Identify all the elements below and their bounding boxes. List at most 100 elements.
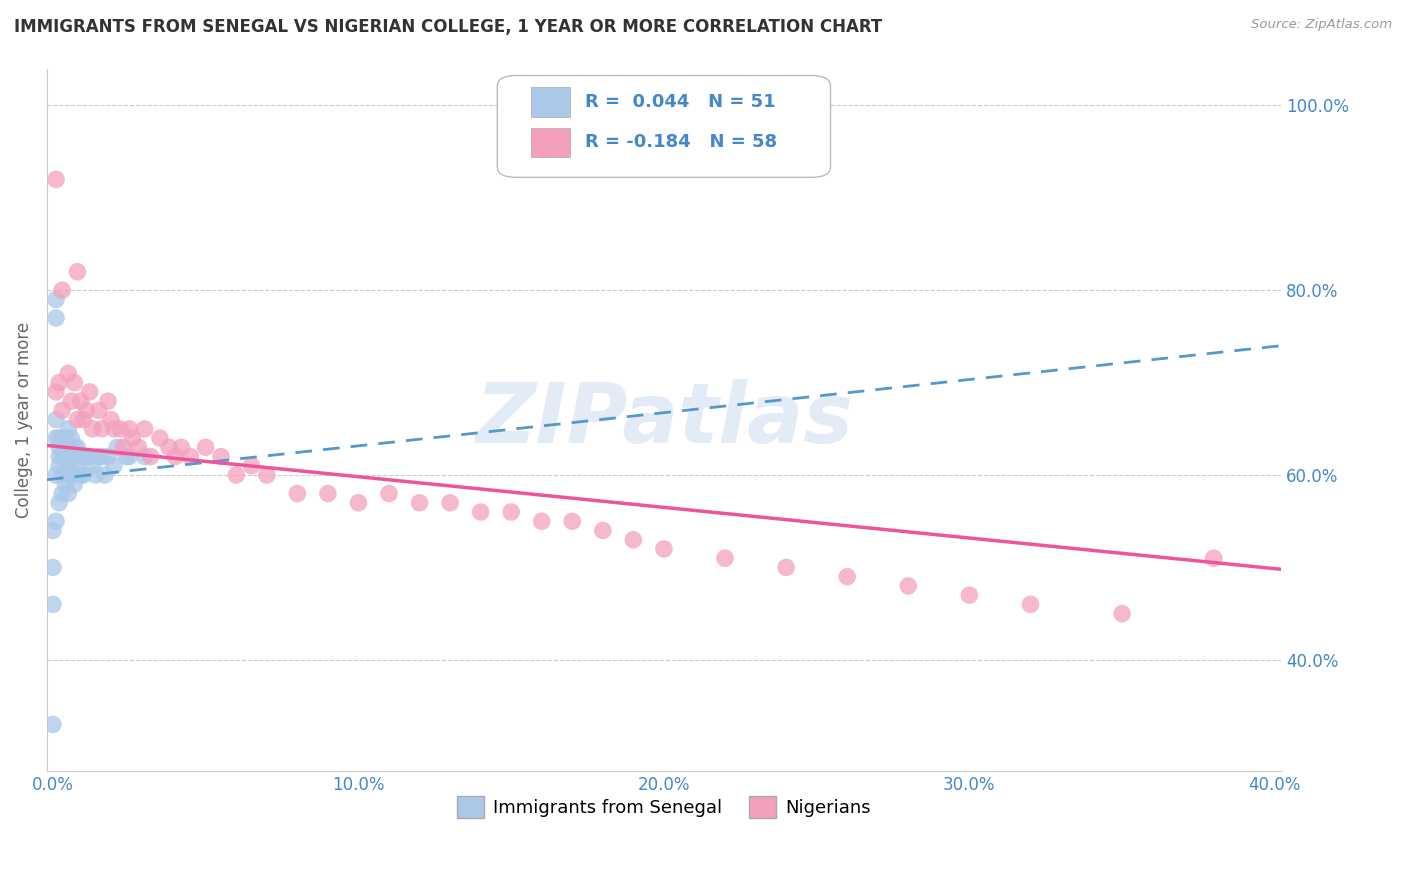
Point	[60, 431, 83, 445]
Point	[69, 394, 91, 409]
Point	[45, 310, 67, 325]
Point	[112, 440, 135, 454]
FancyBboxPatch shape	[530, 128, 571, 157]
Point	[51, 468, 73, 483]
Point	[66, 440, 89, 454]
Point	[51, 450, 73, 464]
Point	[530, 514, 553, 528]
Point	[316, 486, 339, 500]
Point	[60, 450, 83, 464]
Point	[45, 431, 67, 445]
Point	[60, 468, 83, 483]
Point	[45, 384, 67, 399]
Point	[194, 440, 217, 454]
Text: IMMIGRANTS FROM SENEGAL VS NIGERIAN COLLEGE, 1 YEAR OR MORE CORRELATION CHART: IMMIGRANTS FROM SENEGAL VS NIGERIAN COLL…	[14, 18, 883, 36]
Point	[69, 468, 91, 483]
FancyBboxPatch shape	[498, 76, 831, 178]
Point	[58, 458, 80, 473]
Point	[775, 560, 797, 574]
Point	[51, 431, 73, 445]
Point	[87, 450, 110, 464]
Point	[45, 172, 67, 186]
Point	[714, 551, 737, 566]
Point	[53, 431, 76, 445]
Point	[105, 440, 128, 454]
Point	[48, 431, 70, 445]
Point	[76, 403, 98, 417]
Point	[58, 440, 80, 454]
Point	[408, 496, 430, 510]
Point	[285, 486, 308, 500]
Point	[63, 477, 86, 491]
Point	[84, 468, 107, 483]
Point	[134, 450, 156, 464]
Point	[170, 440, 193, 454]
Point	[45, 412, 67, 426]
Point	[128, 440, 150, 454]
Point	[51, 486, 73, 500]
Y-axis label: College, 1 year or more: College, 1 year or more	[15, 321, 32, 517]
Point	[209, 450, 232, 464]
Point	[118, 450, 141, 464]
Point	[897, 579, 920, 593]
Point	[72, 412, 94, 426]
Point	[115, 450, 138, 464]
Point	[79, 450, 101, 464]
Point	[90, 450, 112, 464]
Point	[225, 468, 247, 483]
Point	[87, 403, 110, 417]
Point	[63, 376, 86, 390]
Point	[42, 717, 65, 731]
Point	[48, 496, 70, 510]
Point	[256, 468, 278, 483]
Point	[72, 450, 94, 464]
Point	[48, 376, 70, 390]
Point	[58, 367, 80, 381]
Point	[100, 412, 122, 426]
Point	[134, 422, 156, 436]
Point	[90, 422, 112, 436]
Text: R = -0.184   N = 58: R = -0.184 N = 58	[585, 134, 778, 152]
Point	[837, 569, 859, 583]
Point	[45, 514, 67, 528]
Point	[652, 541, 675, 556]
Point	[1202, 551, 1225, 566]
Point	[66, 265, 89, 279]
Point	[58, 468, 80, 483]
Point	[82, 422, 104, 436]
Text: ZIPatlas: ZIPatlas	[475, 379, 853, 460]
Point	[118, 422, 141, 436]
Point	[66, 412, 89, 426]
Point	[51, 403, 73, 417]
Point	[957, 588, 980, 602]
Point	[103, 422, 125, 436]
Point	[103, 458, 125, 473]
Point	[1111, 607, 1133, 621]
Point	[72, 468, 94, 483]
Point	[58, 422, 80, 436]
Point	[51, 283, 73, 297]
Point	[42, 560, 65, 574]
Point	[439, 496, 461, 510]
Point	[76, 450, 98, 464]
Legend: Immigrants from Senegal, Nigerians: Immigrants from Senegal, Nigerians	[450, 789, 879, 825]
Point	[45, 468, 67, 483]
Point	[58, 486, 80, 500]
Point	[347, 496, 370, 510]
Point	[42, 598, 65, 612]
FancyBboxPatch shape	[530, 87, 571, 117]
Point	[157, 440, 180, 454]
Point	[48, 458, 70, 473]
Point	[108, 422, 131, 436]
Point	[139, 450, 162, 464]
Point	[149, 431, 172, 445]
Point	[561, 514, 583, 528]
Point	[69, 450, 91, 464]
Point	[165, 450, 187, 464]
Point	[45, 293, 67, 307]
Point	[179, 450, 201, 464]
Point	[1019, 598, 1042, 612]
Text: R =  0.044   N = 51: R = 0.044 N = 51	[585, 93, 776, 111]
Point	[97, 394, 120, 409]
Point	[60, 394, 83, 409]
